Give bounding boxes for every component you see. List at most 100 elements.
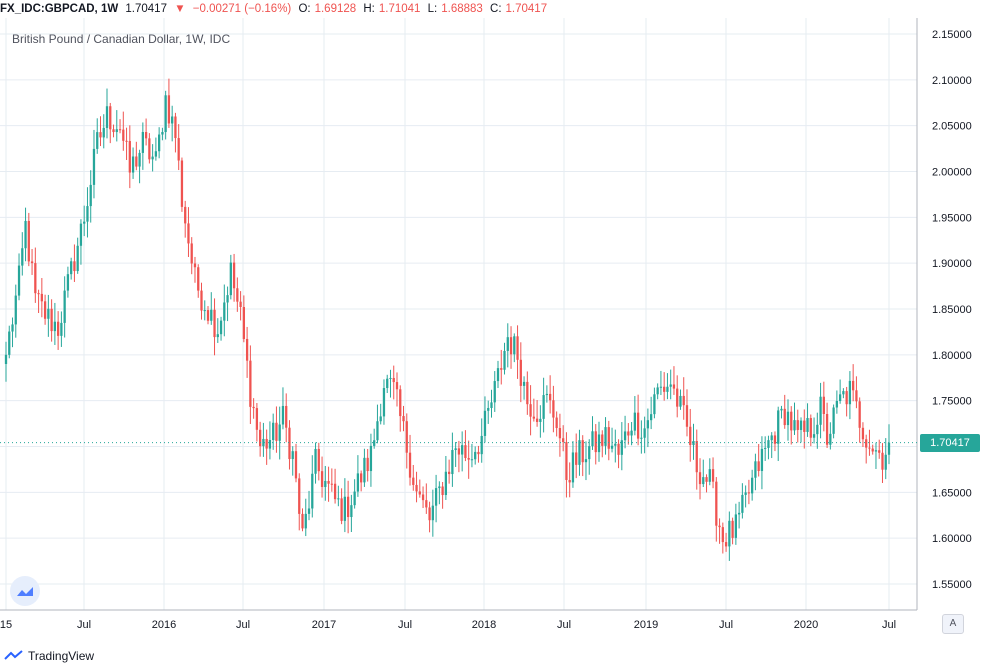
candle-body: [627, 431, 630, 436]
candle-body: [63, 290, 66, 323]
candle-body: [382, 388, 386, 417]
candle-body: [301, 513, 304, 529]
candle-body: [346, 496, 350, 518]
x-tick-label: 2019: [634, 619, 658, 631]
candle-body: [242, 307, 245, 339]
auto-scale-button[interactable]: A: [942, 614, 964, 634]
candle-body: [594, 431, 597, 453]
x-tick-label: Jul: [557, 619, 571, 631]
candle-body: [245, 338, 249, 361]
candle-body: [614, 443, 617, 446]
candle-body: [343, 496, 347, 521]
candle-body: [30, 261, 34, 264]
candle-body: [307, 508, 311, 514]
candle-body: [770, 435, 773, 441]
candle-body: [509, 337, 513, 355]
candle-body: [848, 380, 852, 405]
candle-body: [636, 412, 640, 439]
candle-body: [871, 448, 874, 452]
candle-body: [737, 512, 741, 515]
candle-body: [180, 160, 184, 207]
candle-body: [780, 408, 783, 411]
tradingview-brand[interactable]: TradingView: [28, 649, 95, 663]
candle-body: [421, 494, 425, 501]
candle-body: [884, 454, 887, 470]
y-tick-label: 1.95000: [932, 212, 972, 224]
candle-body: [239, 301, 242, 307]
candle-body: [118, 129, 122, 131]
candle-body: [340, 498, 343, 521]
candle-body: [682, 395, 685, 406]
x-tick-label: 2016: [152, 619, 176, 631]
candle-body: [447, 471, 451, 475]
candle-body: [790, 411, 793, 431]
candle-body: [330, 483, 333, 485]
x-tick-label: Jul: [882, 619, 896, 631]
candle-body: [151, 156, 154, 160]
symbol-label[interactable]: FX_IDC:GBPCAD, 1W: [0, 3, 119, 15]
candle-body: [112, 129, 115, 133]
candle-body: [131, 156, 135, 173]
candle-body: [320, 471, 324, 487]
change-text: −0.00271 (−0.16%): [192, 3, 292, 15]
candle-body: [783, 408, 786, 426]
candle-body: [70, 261, 73, 275]
candle-body: [490, 402, 493, 408]
candle-body: [317, 448, 320, 472]
y-tick-label: 2.00000: [932, 167, 972, 179]
candle-body: [190, 243, 193, 264]
candle-body: [806, 418, 809, 432]
candle-body: [868, 447, 871, 449]
candle-body: [193, 263, 197, 268]
candle-body: [288, 427, 291, 460]
candle-body: [399, 389, 402, 417]
candle-body: [14, 295, 17, 325]
candle-body: [685, 405, 689, 427]
candle-body: [272, 422, 275, 441]
candle-body: [881, 452, 884, 470]
y-tick-label: 1.75000: [932, 396, 972, 408]
x-tick-label: Jul: [398, 619, 412, 631]
candle-body: [741, 494, 744, 513]
candle-body: [643, 428, 646, 438]
candle-body: [148, 138, 151, 160]
candlestick-chart[interactable]: 2.15000 2.10000 2.05000 2.00000 1.95000 1.900…: [0, 18, 981, 644]
candle-body: [568, 479, 571, 483]
candle-body: [34, 263, 37, 294]
candle-body: [656, 387, 659, 395]
candle-body: [760, 448, 764, 472]
candle-body: [43, 301, 47, 319]
candle-body: [852, 380, 855, 391]
candle-body: [552, 400, 555, 418]
candle-body: [27, 220, 30, 262]
candle-body: [812, 434, 816, 438]
candle-body: [174, 116, 177, 139]
candle-body: [799, 420, 803, 430]
candle-body: [855, 390, 858, 402]
down-arrow-icon: ▼: [174, 3, 186, 15]
candle-body: [480, 435, 483, 455]
candle-body: [434, 488, 438, 506]
candle-body: [86, 206, 89, 222]
candle-body: [464, 445, 467, 459]
candle-body: [376, 421, 379, 441]
candle-body: [161, 132, 164, 135]
candle-body: [405, 421, 408, 453]
candle-body: [213, 309, 216, 338]
candle-body: [428, 507, 431, 521]
candle-body: [708, 469, 711, 482]
candle-body: [607, 427, 610, 449]
candle-body: [829, 433, 832, 445]
candle-body: [353, 491, 356, 506]
candle-body: [294, 451, 298, 479]
candle-body: [470, 459, 474, 461]
candle-body: [734, 514, 738, 538]
candle-body: [298, 478, 301, 514]
candle-body: [314, 448, 317, 474]
candle-body: [4, 354, 8, 364]
candle-body: [588, 446, 591, 460]
candle-body: [431, 505, 434, 521]
candle-body: [379, 416, 382, 422]
tradingview-watermark-icon[interactable]: [10, 576, 40, 606]
candle-body: [50, 308, 53, 332]
